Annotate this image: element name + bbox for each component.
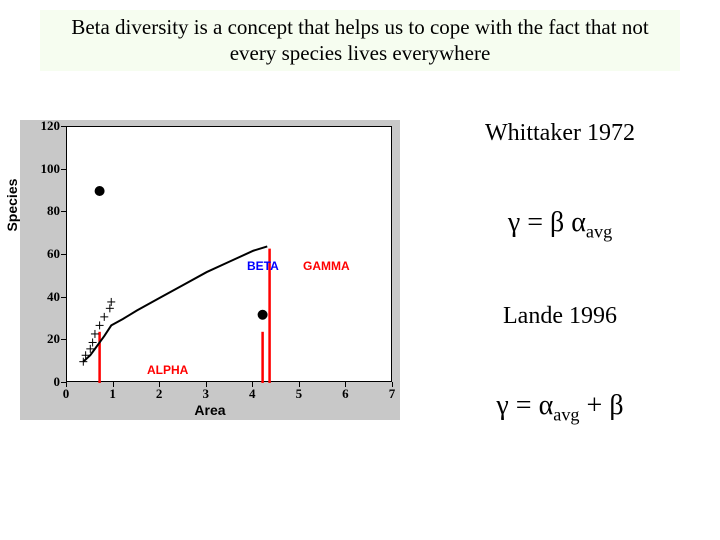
x-tick-label: 1 [109,386,116,402]
formula-whittaker: γ = β αavg [440,207,680,243]
y-tick-label: 100 [41,161,61,177]
slide-title: Beta diversity is a concept that helps u… [40,10,680,71]
x-tick-label: 7 [389,386,396,402]
y-tick-label: 120 [41,118,61,134]
chart-svg [67,127,393,383]
x-tick-label: 5 [296,386,303,402]
y-tick-label: 40 [47,289,60,305]
alpha-symbol: α [539,390,554,421]
equals: = [520,207,550,238]
right-column: Whittaker 1972 γ = β αavg Lande 1996 γ =… [440,120,680,485]
x-tick-label: 6 [342,386,349,402]
y-tick-label: 60 [47,246,60,262]
x-tick-label: 4 [249,386,256,402]
x-tick-label: 3 [202,386,209,402]
gamma-label: GAMMA [303,259,350,273]
x-tick-label: 2 [156,386,163,402]
avg-subscript: avg [553,404,579,424]
formula-lande: γ = αavg + β [440,390,680,426]
equals: = [509,390,539,421]
gamma-symbol: γ [508,207,520,238]
alpha-label: ALPHA [147,363,188,377]
x-tick-label: 0 [63,386,70,402]
beta-symbol: β [550,207,564,238]
x-axis-label: Area [20,402,400,418]
beta-symbol: β [609,390,623,421]
plot-area: ALPHA BETA GAMMA [66,126,392,382]
y-tick-label: 20 [47,331,60,347]
alpha-symbol: α [571,207,586,238]
reference-lande: Lande 1996 [440,303,680,330]
y-axis-label: Species [4,179,20,232]
reference-whittaker: Whittaker 1972 [440,120,680,147]
y-tick-label: 80 [47,203,60,219]
plus: + [580,390,610,421]
chart-panel: Species Area ALPHA BETA GAMMA 0204060801… [20,120,400,420]
avg-subscript: avg [586,222,612,242]
y-tick-label: 0 [54,374,61,390]
beta-label: BETA [247,259,279,273]
gamma-symbol: γ [496,390,508,421]
